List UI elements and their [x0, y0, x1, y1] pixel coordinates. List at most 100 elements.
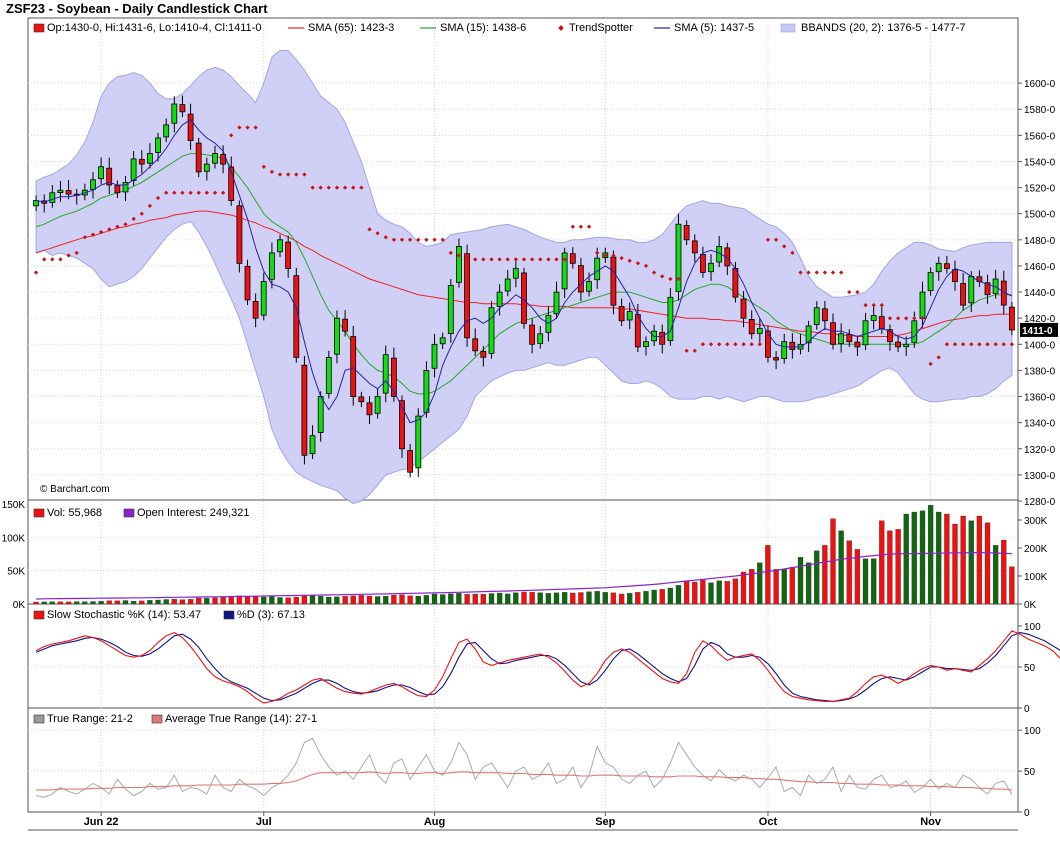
volume-bar	[448, 593, 454, 605]
atr-legend-swatch	[33, 714, 45, 724]
volume-bar	[82, 601, 88, 605]
price-tick-label: 1580-0	[1024, 105, 1056, 116]
volume-bar	[41, 601, 47, 605]
trendspotter-dot	[269, 169, 275, 175]
volume-left-tick-label: 100K	[2, 533, 26, 544]
last-price-tag	[1020, 322, 1058, 337]
trendspotter-dot	[375, 231, 380, 236]
volume-bar	[505, 593, 511, 605]
stochastic-legend-item: Slow Stochastic %K (14): 53.47	[33, 609, 201, 621]
volume-bar	[431, 593, 438, 605]
volume-bar	[244, 596, 251, 605]
volume-bar	[147, 600, 153, 605]
volume-bar	[106, 600, 112, 605]
candle-body	[683, 224, 690, 241]
volume-bar	[692, 581, 698, 605]
volume-bar	[903, 513, 909, 605]
candle-body	[472, 338, 479, 352]
candle-body	[399, 400, 405, 450]
volume-bar	[228, 596, 234, 605]
volume-bar	[960, 515, 966, 605]
volume-bar	[391, 594, 397, 605]
atr-tick-label: 50	[1024, 767, 1036, 778]
trendspotter-dot	[172, 190, 177, 195]
price-legend-swatch	[558, 25, 564, 31]
volume-bar	[326, 596, 332, 605]
volume-bar	[879, 520, 885, 605]
candle-body	[33, 200, 39, 207]
trendspotter-dot	[725, 342, 730, 347]
trendspotter-dot	[773, 237, 779, 242]
candle-body	[521, 272, 527, 324]
price-legend-item: SMA (15): 1438-6	[420, 22, 526, 34]
trendspotter-dot	[936, 355, 941, 360]
trendspotter-dot	[497, 257, 502, 262]
candle-body	[447, 285, 454, 334]
candle-body	[106, 167, 113, 186]
candle-body	[586, 281, 592, 292]
candle-body	[968, 275, 975, 304]
candle-body	[838, 333, 844, 344]
trendspotter-dot	[887, 316, 893, 321]
trendspotter-dot	[164, 190, 169, 195]
candle-body	[268, 252, 275, 280]
volume-bar	[212, 597, 218, 605]
trendspotter-dot	[367, 227, 372, 232]
trendspotter-dot	[595, 250, 600, 256]
volume-bar	[773, 569, 779, 605]
volume-bar	[350, 595, 356, 605]
volume-bar	[708, 582, 714, 605]
candle-body	[708, 262, 714, 273]
trendspotter-dot	[643, 263, 649, 269]
candle-body	[765, 330, 771, 358]
trendspotter-dot	[993, 342, 998, 347]
price-tick-label: 1460-0	[1024, 262, 1056, 273]
price-tick-label: 1300-0	[1024, 471, 1056, 482]
volume-bar	[33, 601, 39, 605]
trendspotter-dot	[147, 203, 153, 209]
volume-bar	[675, 585, 682, 605]
candle-body	[163, 124, 170, 138]
candle-body	[65, 190, 72, 195]
trendspotter-dot	[741, 342, 746, 347]
candle-body	[455, 245, 462, 283]
candle-body	[634, 314, 641, 348]
candle-body	[675, 223, 682, 292]
volume-bar	[293, 597, 299, 605]
trendspotter-dot	[627, 258, 632, 263]
volume-bar	[976, 515, 983, 605]
atr-legend-item: True Range: 21-2	[33, 713, 133, 725]
trendspotter-dot	[708, 342, 714, 347]
x-tick-label: Oct	[759, 816, 778, 828]
trendspotter-dot	[245, 125, 250, 130]
trendspotter-dot	[220, 190, 226, 195]
volume-bar	[749, 569, 755, 605]
atr-legend-label: Average True Range (14): 27-1	[165, 713, 317, 725]
volume-bar	[553, 592, 560, 605]
candle-body	[878, 316, 885, 330]
trendspotter-dot	[302, 172, 307, 177]
candle-body	[594, 257, 601, 281]
trendspotter-dot	[107, 227, 112, 232]
trendspotter-dot	[782, 244, 787, 249]
trendspotter-dot	[603, 253, 608, 258]
stochastic-legend-label: Slow Stochastic %K (14): 53.47	[47, 609, 201, 621]
trendspotter-dot	[521, 257, 527, 262]
volume-bar	[1009, 566, 1015, 605]
candle-body	[138, 158, 145, 165]
volume-legend-item: Open Interest: 249,321	[123, 507, 250, 519]
candle-body	[822, 308, 828, 322]
atr-legend-label: True Range: 21-2	[47, 713, 133, 725]
trendspotter-dot	[229, 133, 234, 138]
volume-bar	[261, 596, 267, 605]
trendspotter-dot	[928, 361, 933, 367]
trendspotter-dot	[359, 185, 364, 190]
volume-bar	[627, 593, 633, 605]
candle-body	[813, 307, 820, 325]
trendspotter-dot	[586, 224, 592, 229]
trendspotter-dot	[277, 172, 283, 177]
candle-body	[691, 240, 698, 254]
volume-bar	[423, 595, 430, 605]
candle-body	[390, 357, 397, 397]
candle-body	[277, 239, 283, 253]
